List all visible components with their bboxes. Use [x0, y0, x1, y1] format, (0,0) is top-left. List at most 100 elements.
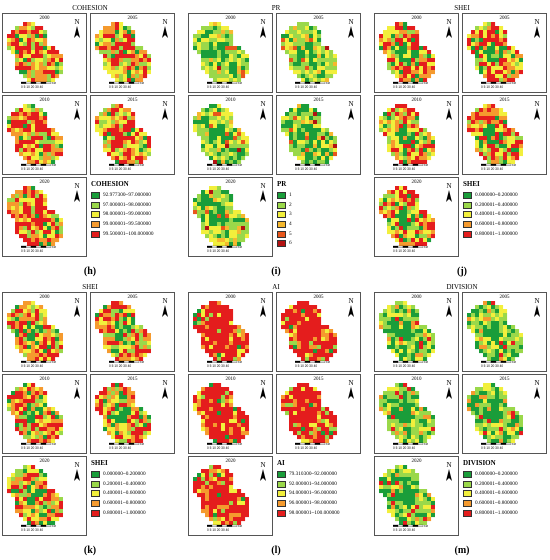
grid-cell — [431, 58, 435, 63]
grid-cell — [217, 301, 222, 306]
grid-cell — [217, 501, 222, 506]
grid-cell — [31, 120, 36, 125]
grid-cell — [201, 50, 206, 55]
grid-cell — [427, 337, 432, 342]
grid-cell — [205, 58, 210, 63]
grid-cell — [31, 38, 36, 43]
grid-cell — [43, 493, 48, 498]
grid-cell — [213, 30, 218, 35]
grid-cell — [499, 148, 504, 153]
grid-cell — [411, 140, 416, 145]
grid-cell — [387, 194, 392, 199]
grid-cell — [59, 144, 63, 149]
grid-cell — [395, 309, 400, 314]
grid-cell — [115, 66, 120, 71]
grid-cell — [309, 333, 314, 338]
grid-cell — [59, 419, 63, 424]
grid-cell — [47, 521, 52, 525]
grid-cell — [51, 517, 56, 522]
grid-cell — [391, 132, 396, 137]
grid-cell — [301, 399, 306, 404]
grid-cell — [43, 337, 48, 342]
grid-cell — [197, 313, 202, 318]
grid-cell — [407, 70, 412, 75]
grid-cell — [201, 411, 206, 416]
grid-cell — [411, 160, 416, 164]
grid-cell — [95, 399, 100, 404]
grid-cell — [35, 206, 40, 211]
grid-cell — [297, 50, 302, 55]
grid-cell — [43, 238, 48, 243]
grid-cell — [503, 345, 508, 350]
scale-unit: KM — [238, 442, 242, 446]
grid-cell — [305, 415, 310, 420]
grid-cell — [399, 383, 404, 388]
panel-i: PR 2000 N 0 5 10 20 30 40 KM 2005 N 0 5 10 20 3… — [188, 4, 364, 266]
grid-cell — [35, 399, 40, 404]
grid-cell — [321, 431, 326, 436]
grid-cell — [301, 108, 306, 113]
grid-cell — [35, 357, 40, 361]
grid-cell — [127, 26, 132, 31]
grid-cell — [483, 112, 488, 117]
grid-cell — [309, 38, 314, 43]
grid-cell — [229, 501, 234, 506]
grid-cell — [423, 66, 428, 71]
grid-cell — [333, 423, 337, 428]
grid-cell — [415, 136, 420, 141]
grid-cell — [431, 345, 435, 350]
grid-cell — [237, 140, 242, 145]
grid-cell — [55, 505, 60, 510]
grid-cell — [419, 521, 424, 525]
year-map-2005: 2005 N 0 5 10 20 30 40 KM — [276, 292, 361, 372]
grid-cell — [487, 407, 492, 412]
grid-cell — [225, 222, 230, 227]
grid-cell — [19, 349, 24, 354]
grid-cell — [47, 509, 52, 514]
grid-cell — [103, 66, 108, 71]
grid-cell — [213, 124, 218, 129]
grid-cell — [407, 128, 412, 133]
grid-cell — [289, 329, 294, 334]
grid-cell — [415, 210, 420, 215]
grid-cell — [147, 427, 151, 432]
grid-cell — [399, 46, 404, 51]
grid-cell — [411, 210, 416, 215]
grid-cell — [15, 50, 20, 55]
grid-cell — [423, 341, 428, 346]
grid-cell — [123, 30, 128, 35]
grid-cell — [415, 431, 420, 436]
grid-cell — [415, 222, 420, 227]
grid-cell — [427, 419, 432, 424]
legend-swatch — [91, 490, 100, 498]
grid-cell — [47, 70, 52, 75]
grid-cell — [237, 222, 242, 227]
legend-item: 0.600001~0.800000 — [91, 499, 181, 509]
grid-cell — [205, 206, 210, 211]
grid-cell — [411, 144, 416, 149]
grid-cell — [115, 38, 120, 43]
grid-cell — [471, 325, 476, 330]
grid-cell — [19, 481, 24, 486]
grid-cell — [503, 341, 508, 346]
grid-cell — [391, 34, 396, 39]
grid-cell — [395, 210, 400, 215]
grid-cell — [317, 427, 322, 432]
grid-cell — [51, 329, 56, 334]
grid-cell — [221, 477, 226, 482]
grid-cell — [143, 349, 148, 354]
grid-cell — [225, 26, 230, 31]
grid-cell — [217, 305, 222, 310]
grid-cell — [301, 353, 306, 358]
grid-cell — [399, 112, 404, 117]
grid-cell — [43, 144, 48, 149]
grid-cell — [475, 124, 480, 129]
grid-cell — [213, 439, 218, 443]
grid-cell — [213, 156, 218, 161]
grid-cell — [229, 144, 234, 149]
grid-cell — [289, 419, 294, 424]
grid-cell — [297, 383, 302, 388]
grid-cell — [213, 108, 218, 113]
grid-cell — [407, 341, 412, 346]
